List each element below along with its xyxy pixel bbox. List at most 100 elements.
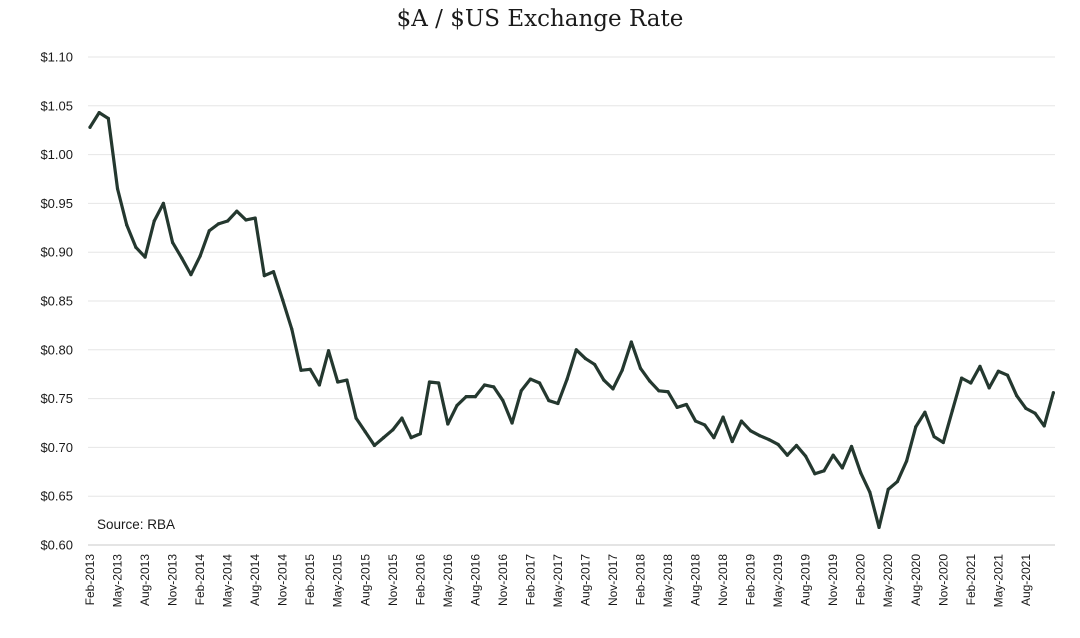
data-point bbox=[528, 377, 533, 381]
data-point bbox=[170, 240, 175, 245]
y-tick-label: $0.65 bbox=[40, 489, 73, 504]
data-point bbox=[97, 111, 101, 115]
data-point bbox=[684, 402, 688, 407]
y-tick-label: $0.80 bbox=[40, 342, 73, 357]
data-point bbox=[180, 256, 184, 260]
x-tick-label: Aug-2016 bbox=[468, 554, 482, 606]
data-point bbox=[198, 254, 202, 258]
y-tick-label: $0.60 bbox=[40, 538, 73, 553]
x-tick-label: May-2013 bbox=[111, 554, 125, 608]
data-point bbox=[712, 436, 716, 440]
x-tick-label: Aug-2020 bbox=[909, 554, 923, 606]
data-point bbox=[427, 380, 432, 384]
x-tick-label: Aug-2017 bbox=[578, 554, 592, 606]
y-tick-label: $0.70 bbox=[40, 440, 73, 455]
x-tick-label: Aug-2014 bbox=[248, 554, 262, 606]
x-tick-label: May-2020 bbox=[881, 554, 895, 608]
x-tick-label: May-2021 bbox=[991, 554, 1005, 608]
x-tick-label: Feb-2015 bbox=[303, 554, 317, 606]
data-point bbox=[776, 442, 780, 447]
data-point bbox=[207, 229, 211, 233]
data-point bbox=[1005, 373, 1010, 377]
data-point bbox=[537, 381, 542, 385]
x-tick-label: Nov-2020 bbox=[936, 554, 950, 606]
data-point bbox=[804, 454, 808, 458]
data-point bbox=[189, 273, 193, 277]
data-point bbox=[657, 389, 661, 393]
x-tick-label: May-2019 bbox=[771, 554, 785, 608]
data-point bbox=[244, 218, 248, 222]
x-tick-label: Aug-2021 bbox=[1019, 554, 1033, 606]
y-tick-label: $0.85 bbox=[40, 294, 73, 309]
data-point bbox=[620, 368, 624, 372]
data-point bbox=[271, 270, 276, 274]
data-point bbox=[758, 434, 762, 438]
data-point bbox=[464, 395, 468, 399]
data-point bbox=[418, 432, 422, 436]
data-point bbox=[749, 429, 753, 433]
x-tick-label: Nov-2015 bbox=[386, 554, 400, 606]
data-point bbox=[1033, 411, 1037, 415]
data-point bbox=[941, 440, 945, 445]
x-tick-label: Feb-2020 bbox=[854, 554, 868, 606]
x-tick-label: Nov-2019 bbox=[826, 554, 840, 606]
data-point bbox=[106, 116, 110, 121]
exchange-rate-series-line bbox=[88, 111, 1055, 530]
data-point bbox=[895, 479, 900, 484]
x-tick-label: Aug-2019 bbox=[799, 554, 813, 606]
data-point bbox=[519, 389, 523, 393]
data-point bbox=[693, 419, 698, 423]
data-point bbox=[299, 368, 303, 372]
data-point bbox=[492, 385, 496, 389]
data-point bbox=[547, 398, 551, 403]
data-point bbox=[455, 403, 459, 408]
data-point bbox=[629, 340, 633, 344]
data-point bbox=[648, 379, 652, 383]
x-tick-label: Nov-2018 bbox=[716, 554, 730, 606]
data-point bbox=[675, 405, 679, 409]
data-point bbox=[638, 366, 643, 370]
data-point bbox=[161, 201, 165, 205]
data-point bbox=[134, 245, 138, 249]
data-point bbox=[473, 395, 477, 399]
data-point bbox=[391, 428, 395, 432]
data-point bbox=[253, 216, 257, 220]
data-point bbox=[739, 419, 744, 423]
data-point bbox=[969, 381, 973, 385]
data-point bbox=[602, 378, 606, 382]
data-point bbox=[226, 219, 230, 223]
data-point bbox=[611, 387, 615, 391]
data-point bbox=[1015, 394, 1019, 398]
data-point bbox=[400, 416, 404, 420]
y-tick-label: $1.10 bbox=[40, 50, 73, 65]
x-tick-label: May-2016 bbox=[441, 554, 455, 608]
data-point bbox=[932, 435, 936, 439]
data-point bbox=[987, 386, 991, 390]
data-point bbox=[849, 444, 854, 449]
y-tick-label: $0.95 bbox=[40, 196, 73, 211]
data-point bbox=[317, 383, 321, 387]
data-point bbox=[363, 430, 367, 434]
x-tick-label: Aug-2015 bbox=[358, 554, 372, 606]
data-point bbox=[354, 416, 358, 420]
data-point bbox=[382, 436, 386, 440]
data-point bbox=[813, 472, 817, 476]
chart-title: $A / $US Exchange Rate bbox=[396, 6, 684, 32]
data-point bbox=[1051, 391, 1055, 395]
data-point bbox=[446, 422, 450, 426]
data-point bbox=[794, 443, 799, 448]
data-point bbox=[308, 367, 312, 371]
x-tick-label: Aug-2018 bbox=[689, 554, 703, 606]
data-point bbox=[822, 469, 826, 473]
x-tick-label: Feb-2014 bbox=[193, 554, 207, 606]
x-tick-label: Nov-2016 bbox=[496, 554, 510, 606]
data-point bbox=[914, 425, 918, 429]
data-point bbox=[115, 187, 120, 191]
y-tick-label: $0.90 bbox=[40, 245, 73, 260]
data-point bbox=[840, 466, 844, 470]
data-point bbox=[1024, 406, 1028, 410]
x-axis-ticks: Feb-2013 May-2013 Aug-2013 Nov-2013 Feb-2014… bbox=[83, 554, 1033, 608]
data-point bbox=[583, 356, 588, 361]
y-tick-label: $1.00 bbox=[40, 147, 73, 162]
